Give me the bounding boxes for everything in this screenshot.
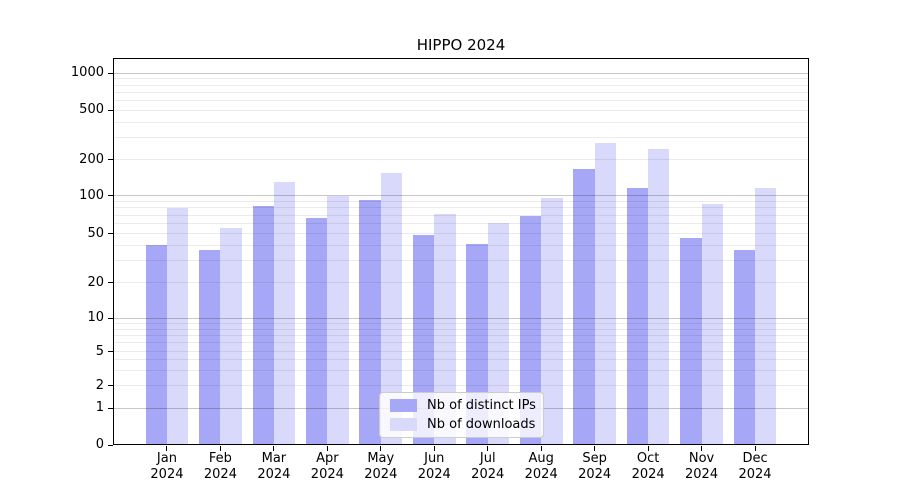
- x-tick-label: Aug 2024: [524, 451, 558, 482]
- x-tick-label: May 2024: [364, 451, 398, 482]
- x-tick-mark: [594, 445, 596, 451]
- x-tick-mark: [754, 445, 756, 451]
- y-tick-label: 500: [79, 102, 104, 117]
- x-tick-mark: [701, 445, 703, 451]
- x-tick-label: Jun 2024: [417, 451, 451, 482]
- x-tick-label: Oct 2024: [631, 451, 665, 482]
- y-tick-label: 1000: [70, 65, 104, 81]
- legend: Nb of distinct IPs Nb of downloads: [379, 392, 544, 438]
- legend-label: Nb of downloads: [427, 416, 536, 432]
- x-tick-label: Mar 2024: [257, 451, 291, 482]
- x-tick-label: Jul 2024: [471, 451, 505, 482]
- x-tick-mark: [326, 445, 328, 451]
- x-tick-mark: [647, 445, 649, 451]
- plot-frame: [113, 58, 809, 445]
- x-tick-label: Feb 2024: [203, 451, 237, 482]
- y-tick-label: 1: [95, 400, 104, 416]
- y-tick-label: 2: [95, 377, 104, 393]
- y-tick-label: 0: [95, 437, 104, 452]
- y-tick-label: 5: [95, 343, 104, 359]
- x-tick-label: Nov 2024: [685, 451, 719, 482]
- x-tick-mark: [540, 445, 542, 451]
- legend-item-distinct-ips: Nb of distinct IPs: [386, 398, 537, 413]
- x-tick-mark: [273, 445, 275, 451]
- x-tick-mark: [487, 445, 489, 451]
- x-tick-label: Apr 2024: [310, 451, 344, 482]
- y-tick-label: 10: [87, 310, 104, 326]
- legend-swatch-icon: [390, 417, 417, 431]
- x-tick-mark: [166, 445, 168, 451]
- x-tick-mark: [380, 445, 382, 451]
- x-tick-label: Jan 2024: [150, 451, 184, 482]
- chart-title: HIPPO 2024: [416, 36, 506, 54]
- x-tick-label: Sep 2024: [578, 451, 612, 482]
- legend-item-downloads: Nb of downloads: [386, 417, 537, 432]
- y-tick-label: 20: [87, 274, 104, 290]
- y-tick-label: 50: [87, 225, 104, 241]
- legend-label: Nb of distinct IPs: [427, 398, 536, 414]
- x-tick-mark: [219, 445, 221, 451]
- legend-swatch-icon: [390, 399, 417, 413]
- y-tick-label: 200: [79, 151, 104, 167]
- x-tick-mark: [433, 445, 435, 451]
- y-tick-label: 100: [79, 187, 104, 203]
- x-tick-label: Dec 2024: [738, 451, 772, 482]
